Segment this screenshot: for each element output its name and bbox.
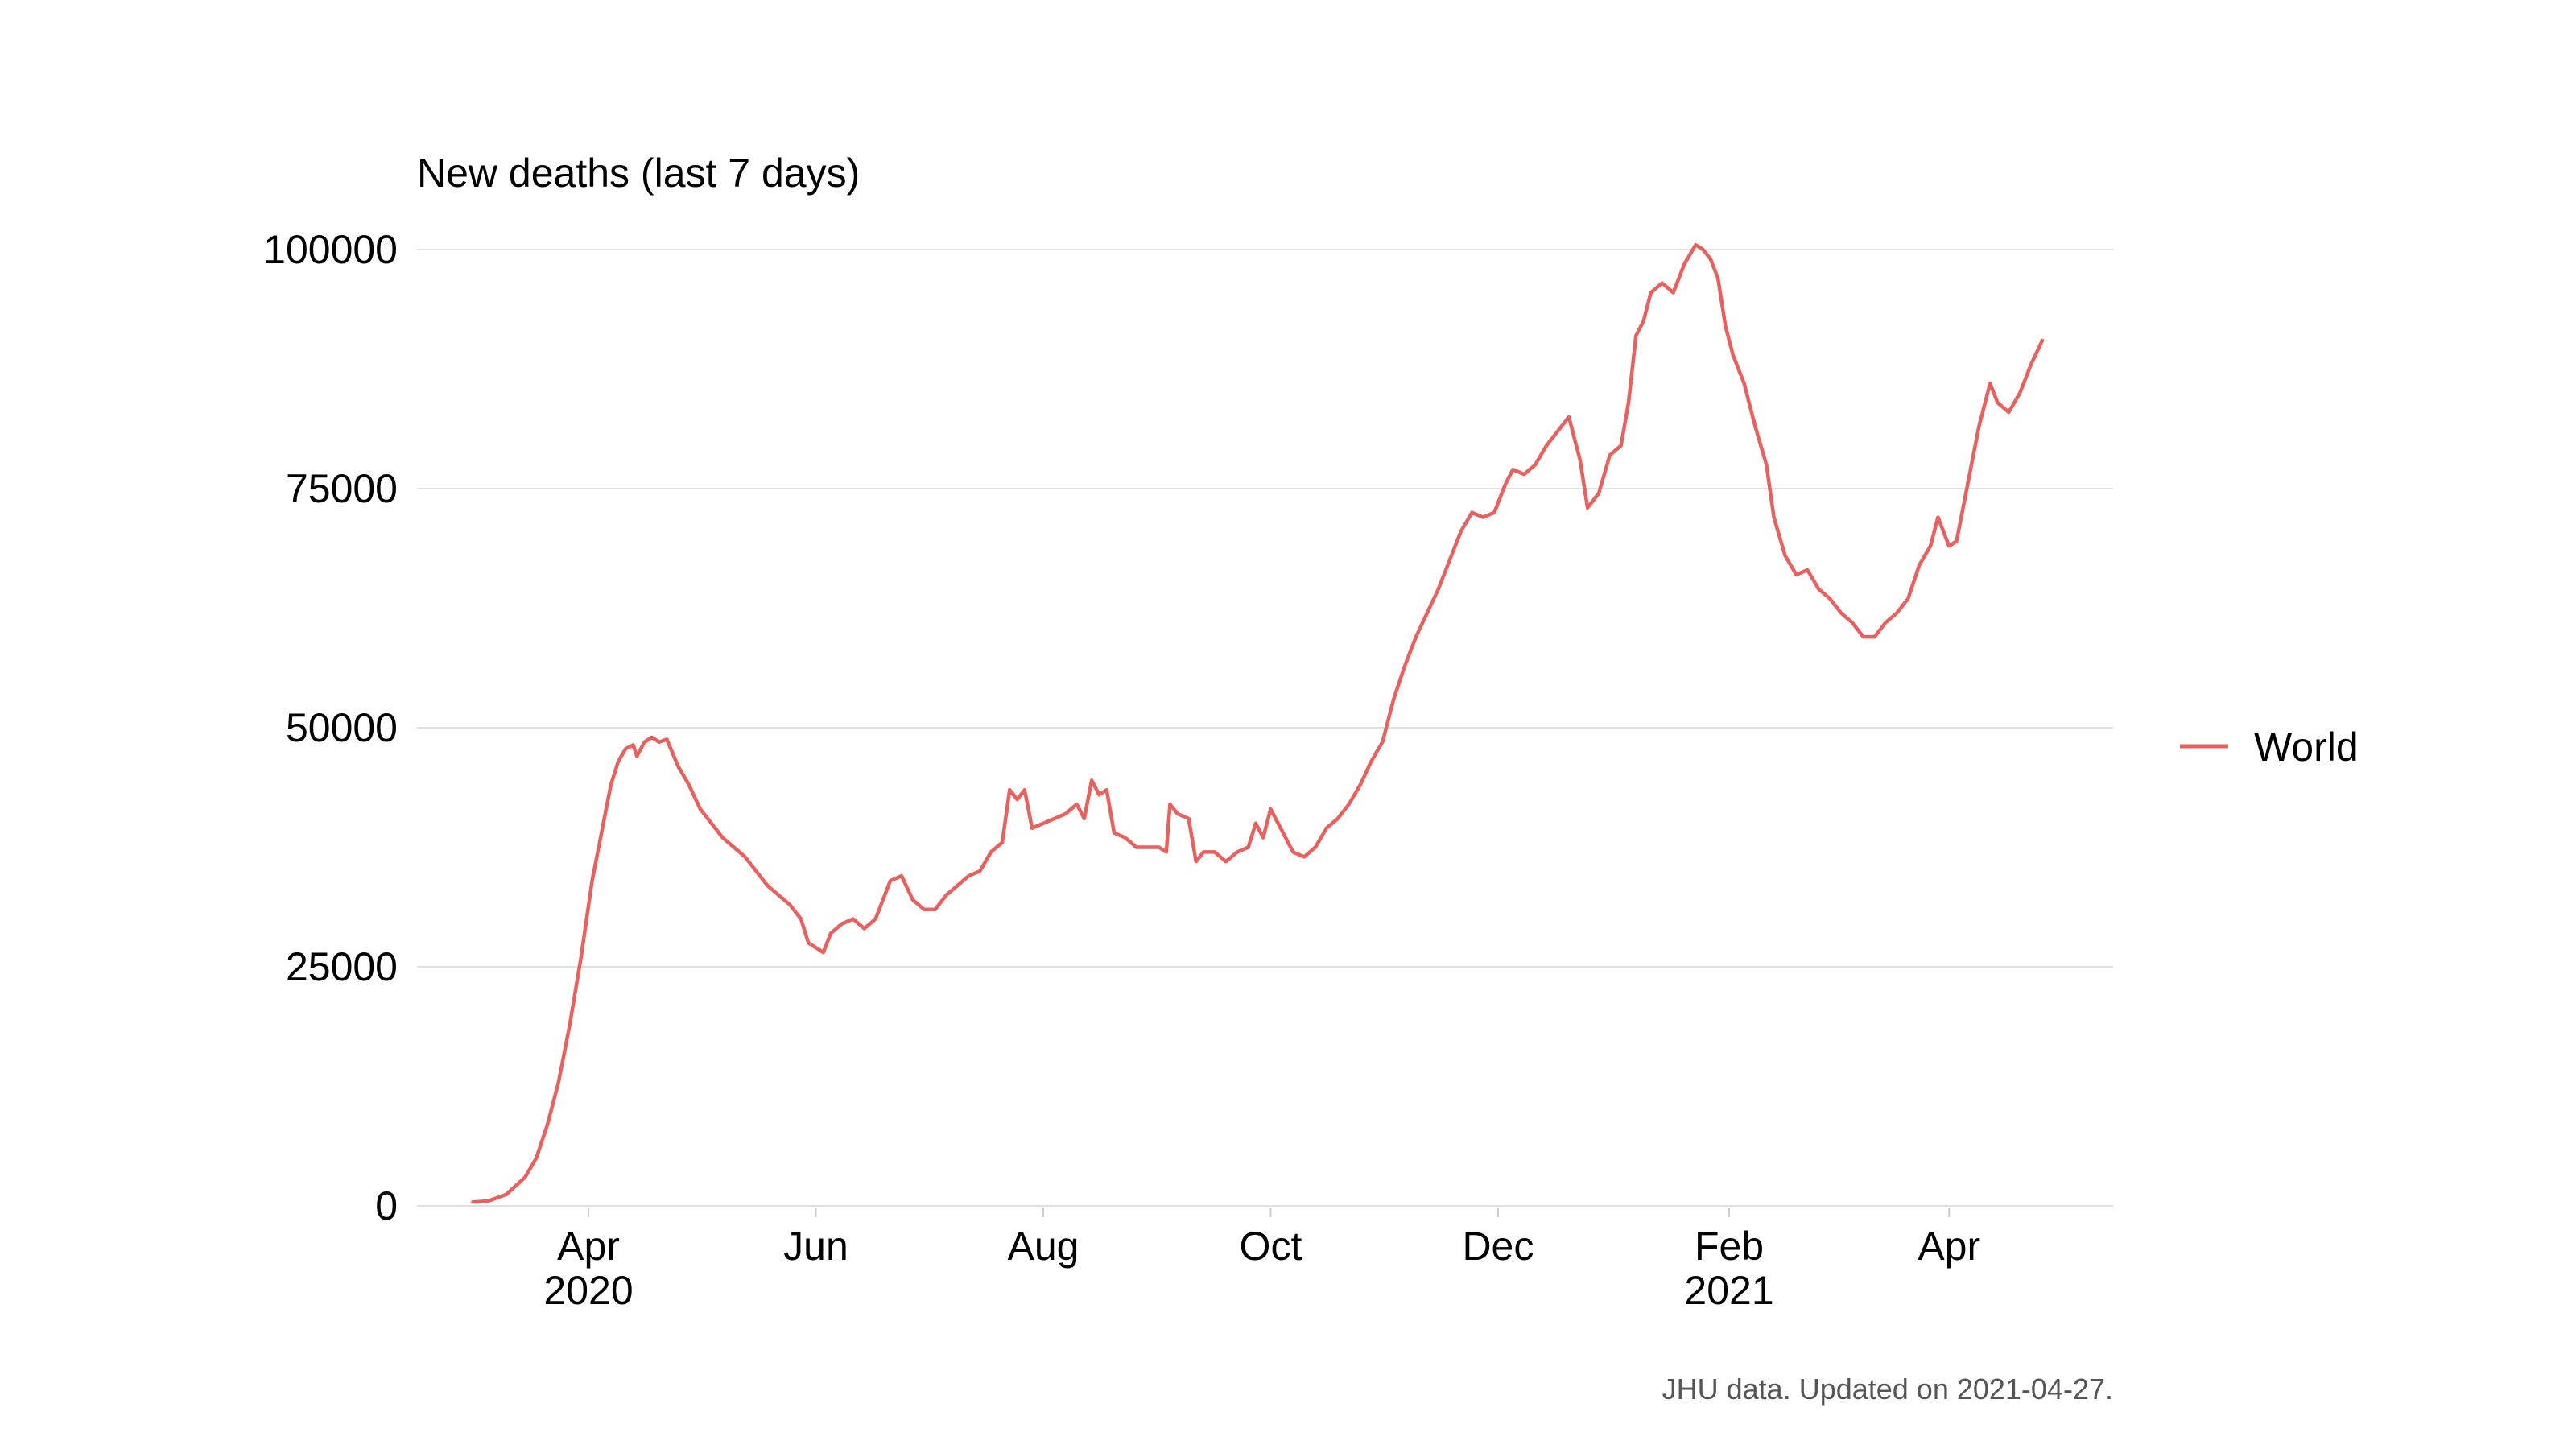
- y-tick-label: 75000: [286, 466, 398, 511]
- x-tick-label: Feb: [1695, 1224, 1764, 1269]
- y-tick-label: 25000: [286, 944, 398, 989]
- y-tick-label: 50000: [286, 705, 398, 750]
- series-line-world: [471, 242, 2045, 1204]
- legend-label-world: World: [2254, 724, 2359, 770]
- x-tick-label: Apr: [1918, 1224, 1980, 1269]
- x-tick-label: Apr: [557, 1224, 620, 1269]
- legend: World: [2180, 724, 2359, 770]
- x-tick-label: 2020: [543, 1268, 633, 1313]
- y-axis-title: New deaths (last 7 days): [417, 151, 860, 196]
- y-tick-label: 0: [375, 1183, 398, 1228]
- y-tick-label: 100000: [263, 227, 398, 272]
- series-layer: [471, 242, 2045, 1204]
- gridlines: [417, 249, 2113, 1207]
- x-tick-label: 2021: [1684, 1268, 1773, 1313]
- x-tick-label: Aug: [1007, 1224, 1079, 1269]
- y-axis-ticks: 0 25000 50000 75000 100000: [263, 227, 398, 1228]
- x-tick-label: Oct: [1240, 1224, 1302, 1269]
- x-tick-label: Jun: [783, 1224, 848, 1269]
- chart-caption: JHU data. Updated on 2021-04-27.: [1662, 1373, 2113, 1406]
- x-tick-label: Dec: [1462, 1224, 1534, 1269]
